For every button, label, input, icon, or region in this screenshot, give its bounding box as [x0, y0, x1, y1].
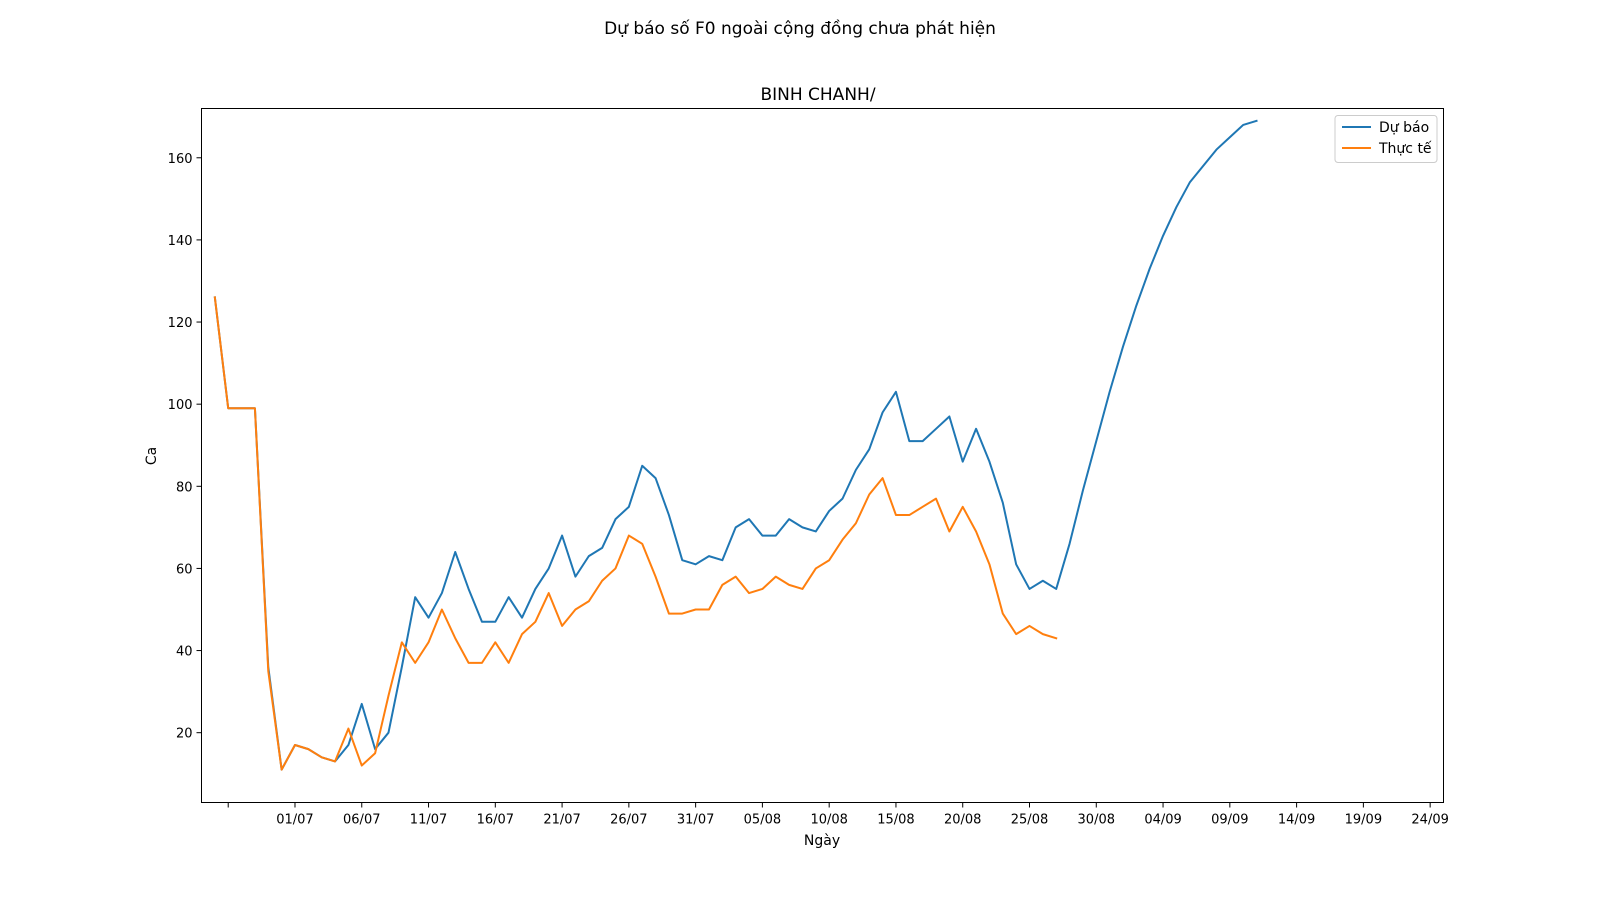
figure-suptitle: Dự báo số F0 ngoài cộng đồng chưa phát h…: [604, 18, 996, 39]
y-tick-label: 80: [176, 480, 193, 495]
legend-label-actual: Thực tế: [1378, 140, 1432, 157]
x-tick-label: 21/07: [543, 813, 580, 828]
y-tick-label: 20: [176, 727, 193, 742]
x-tick-label: 31/07: [677, 813, 714, 828]
legend-label-forecast: Dự báo: [1379, 120, 1429, 136]
x-tick-label: 25/08: [1011, 813, 1048, 828]
x-tick-label: 06/07: [343, 813, 380, 828]
x-tick-label: 16/07: [477, 813, 514, 828]
x-tick-label: 09/09: [1211, 813, 1248, 828]
x-tick-label: 10/08: [810, 813, 847, 828]
series-line-actual: [213, 296, 1058, 771]
x-axis: 01/07 06/07 11/07 16/07 21/07 26/07 31/07 05/08…: [227, 802, 1449, 828]
series-layer: [213, 119, 1258, 771]
x-tick-label: 15/08: [877, 813, 914, 828]
x-tick-label: 20/08: [944, 813, 981, 828]
x-tick-label: 24/09: [1411, 813, 1448, 828]
x-tick-label: 11/07: [410, 813, 447, 828]
x-tick-label: 05/08: [744, 813, 781, 828]
x-tick-label: 14/09: [1278, 813, 1315, 828]
y-tick-label: 60: [176, 562, 193, 577]
y-tick-label: 40: [176, 645, 193, 660]
x-tick-label: 26/07: [610, 813, 647, 828]
plot-area: 01/07 06/07 11/07 16/07 21/07 26/07 31/07 05/08…: [168, 108, 1449, 828]
y-axis-label: Ca: [144, 447, 160, 465]
chart-title: BINH CHANH/: [760, 85, 875, 105]
y-tick-label: 140: [168, 234, 193, 249]
x-tick-label: 01/07: [276, 813, 313, 828]
y-tick-label: 160: [168, 152, 193, 167]
y-tick-label: 120: [168, 316, 193, 331]
y-tick-label: 100: [168, 398, 193, 413]
x-tick-label: 04/09: [1144, 813, 1181, 828]
y-axis: 20 40 60 80 100 120 140 160: [168, 152, 202, 742]
series-line-forecast: [213, 119, 1258, 771]
x-tick-label: 19/09: [1345, 813, 1382, 828]
x-axis-label: Ngày: [804, 833, 840, 849]
axes-frame: [201, 108, 1444, 803]
legend: Dự báo Thực tế: [1334, 115, 1438, 163]
x-tick-label: 30/08: [1078, 813, 1115, 828]
